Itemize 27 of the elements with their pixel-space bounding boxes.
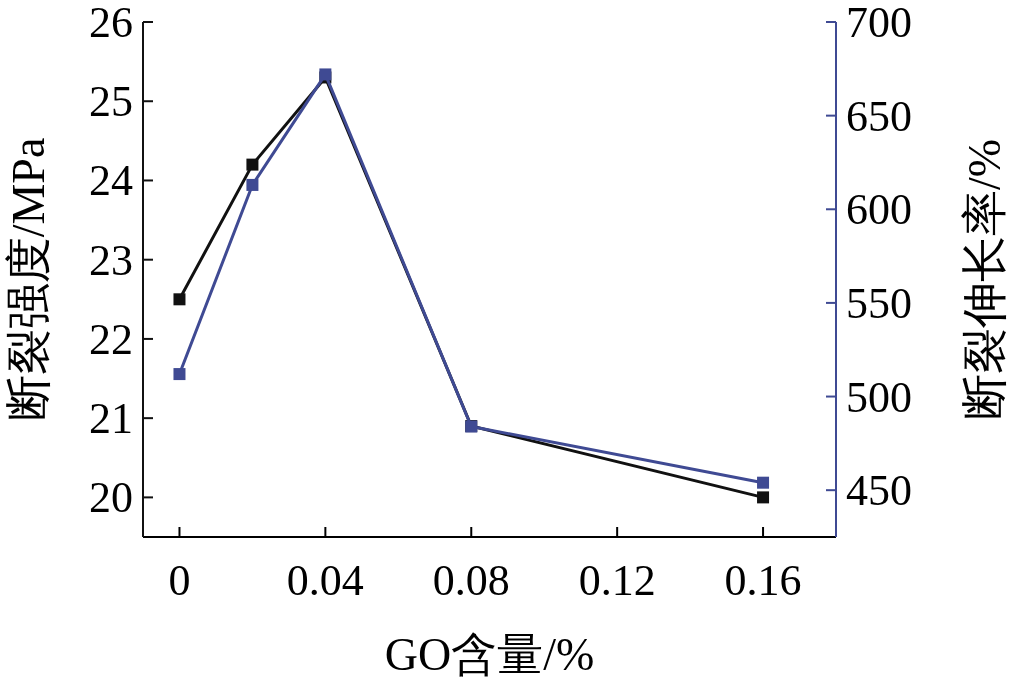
y-axis-title: 断裂强度/MPa xyxy=(3,137,54,422)
y2-axis-title: 断裂伸长率/% xyxy=(959,138,1010,421)
y-tick-label: 26 xyxy=(89,0,133,47)
y2-tick-label: 700 xyxy=(846,0,912,47)
point xyxy=(173,368,186,381)
y2-tick-label: 550 xyxy=(846,278,912,328)
point xyxy=(757,476,770,489)
y2-tick-label: 450 xyxy=(846,466,912,516)
y-tick-label: 21 xyxy=(89,394,133,444)
x-tick-label: 0.04 xyxy=(286,556,364,605)
y-tick-label: 23 xyxy=(89,235,133,285)
y2-tick-label: 650 xyxy=(846,91,912,141)
y-tick-label: 22 xyxy=(89,314,133,364)
y2-tick-label: 600 xyxy=(846,185,912,235)
y2-tick-label: 500 xyxy=(846,372,912,422)
point xyxy=(246,178,259,191)
y-tick-label: 24 xyxy=(89,156,133,206)
y-tick-label: 20 xyxy=(89,473,133,523)
x-tick-label: 0.08 xyxy=(432,556,510,605)
x-tick-label: 0.16 xyxy=(724,556,802,605)
y-tick-label: 25 xyxy=(89,77,133,127)
x-tick-label: 0.12 xyxy=(578,556,656,605)
point xyxy=(246,158,259,171)
x-tick-label: 0 xyxy=(168,556,191,605)
x-axis-title: GO含量/% xyxy=(384,629,595,679)
point xyxy=(173,293,186,306)
point xyxy=(757,491,770,504)
